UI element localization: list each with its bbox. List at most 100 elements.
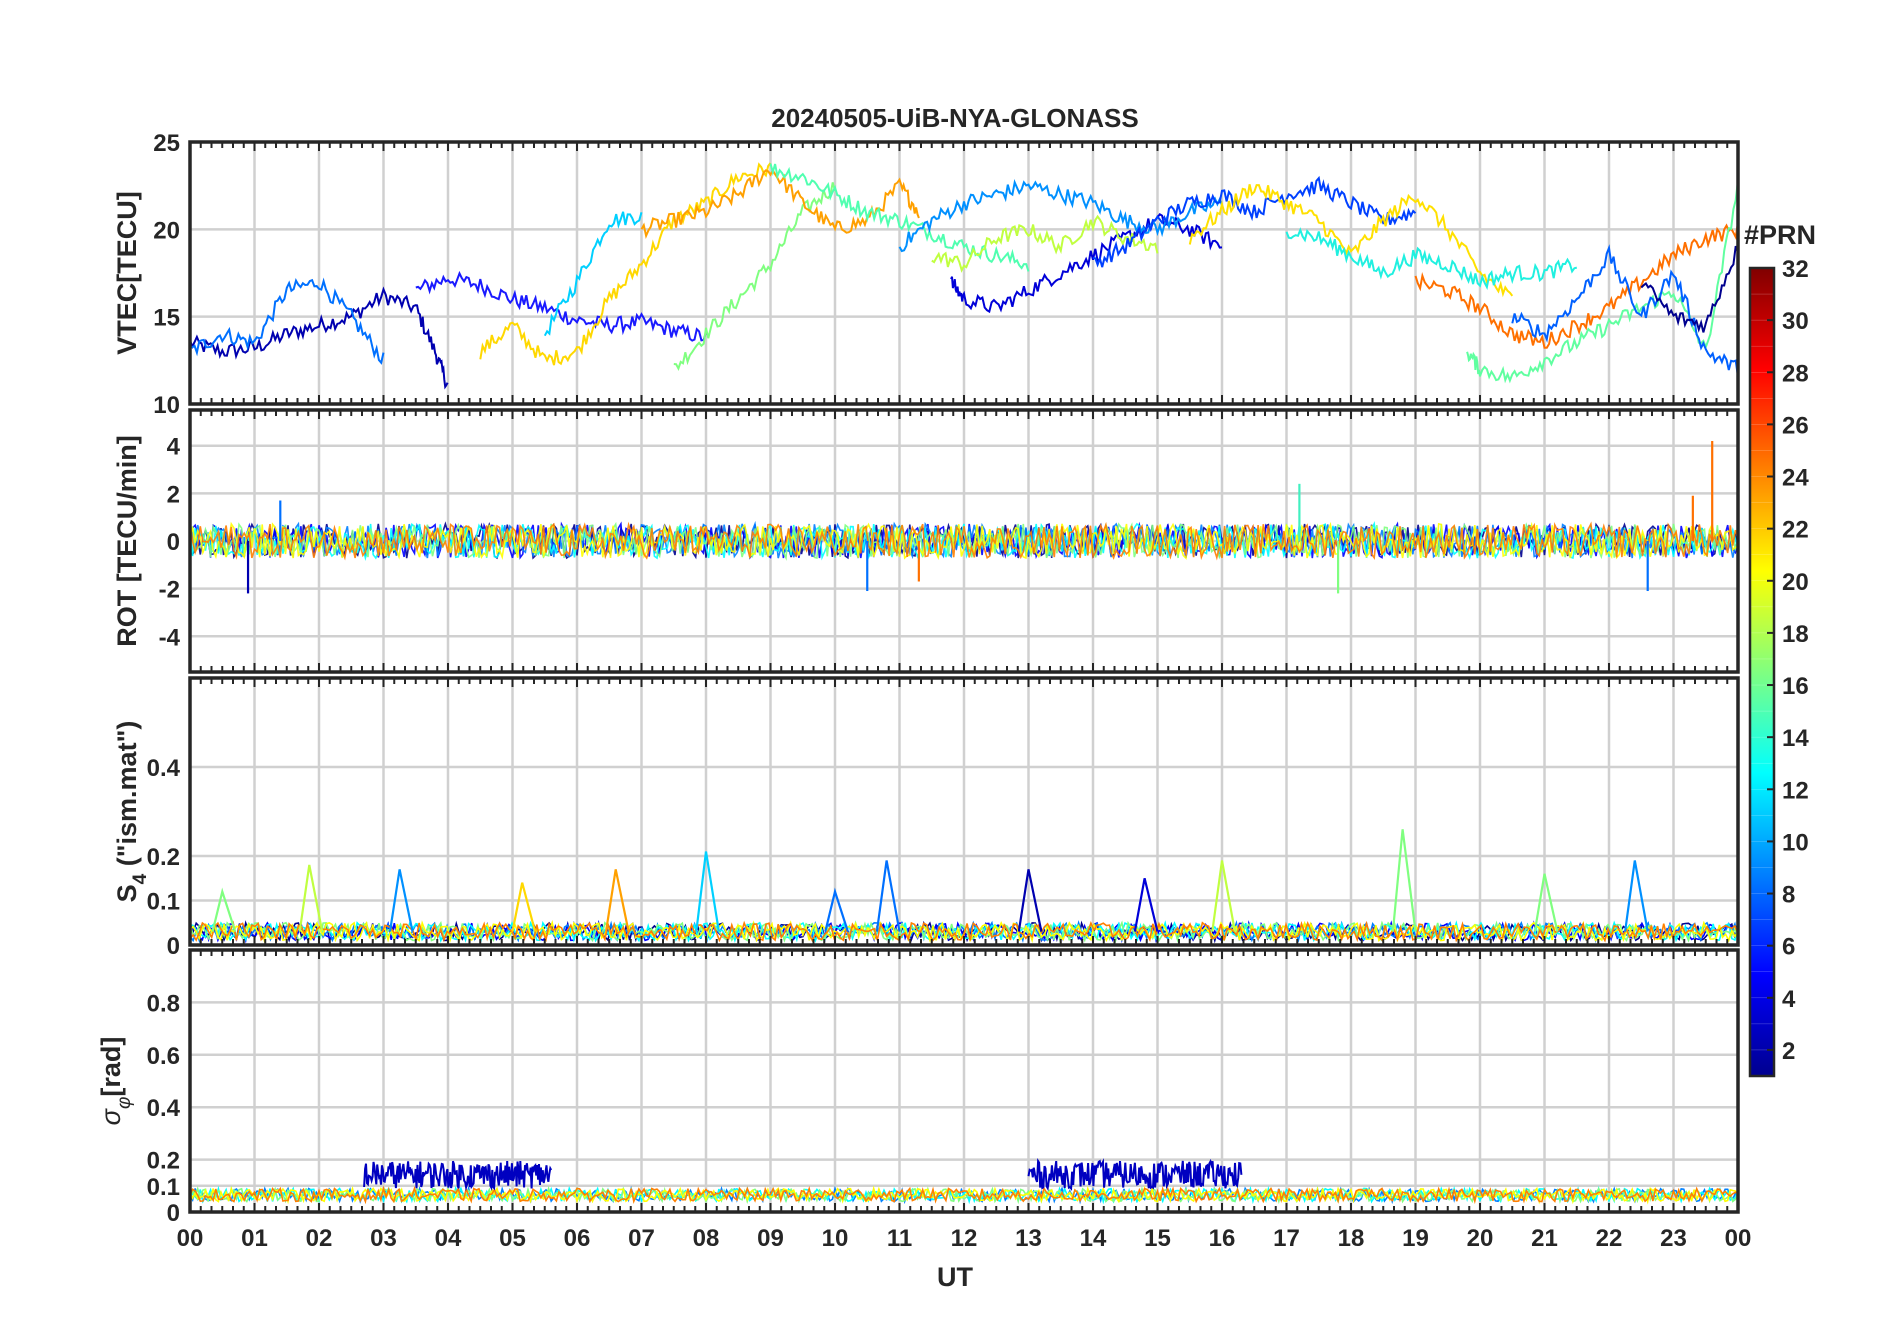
x-tick-label: 18	[1338, 1225, 1365, 1252]
s4-spike	[211, 887, 237, 932]
s4-spike	[604, 869, 630, 932]
colorbar-tick-label: 32	[1782, 256, 1809, 283]
colorbar-label: #PRN	[1744, 220, 1816, 250]
colorbar-tick-label: 16	[1782, 673, 1809, 700]
s4-spike	[511, 882, 537, 932]
x-tick-label: 09	[757, 1225, 784, 1252]
x-tick-label: 02	[306, 1225, 333, 1252]
y-tick-label: 15	[153, 305, 180, 332]
s4-spike	[1133, 878, 1159, 932]
plot-frame	[188, 140, 1740, 406]
colorbar-tick-label: 24	[1782, 465, 1809, 492]
series-prn-12	[543, 211, 643, 337]
y-axis-label: ROT [TECU/min]	[112, 435, 142, 646]
y-tick-label: 0.1	[147, 889, 180, 916]
data-layer	[190, 162, 1738, 390]
s4-spike	[388, 869, 414, 932]
s4-spike	[695, 851, 720, 932]
y-axis-label: VTEC[TECU]	[112, 191, 142, 355]
x-tick-label: 17	[1273, 1225, 1300, 1252]
data-layer	[190, 440, 1738, 594]
x-axis-label: UT	[937, 1262, 973, 1292]
series-prn-7	[1511, 244, 1738, 378]
series-prn-2	[190, 286, 449, 390]
colorbar-tick-label: 22	[1782, 517, 1809, 544]
y-axis-label: σφ[rad]	[96, 1037, 135, 1126]
y-tick-label: 4	[167, 434, 181, 461]
colorbar-tick-label: 12	[1782, 777, 1809, 804]
y-tick-label: 0.2	[147, 1148, 180, 1175]
x-tick-label: 00	[1725, 1225, 1752, 1252]
colorbar-tick-label: 14	[1782, 725, 1809, 752]
series-prn-22	[640, 168, 920, 240]
s4-spike	[875, 860, 901, 932]
s4-spike	[1211, 860, 1236, 932]
colorbar-tick-label: 2	[1782, 1038, 1795, 1065]
x-tick-label: 08	[693, 1225, 720, 1252]
x-tick-label: 01	[241, 1225, 268, 1252]
sigma-burst-series	[1027, 1158, 1243, 1192]
figure-title: 20240505-UiB-NYA-GLONASS	[771, 103, 1139, 133]
plot-frame	[188, 948, 1740, 1214]
s4-baseline-series	[190, 920, 1738, 944]
colorbar-frame	[1748, 266, 1776, 1078]
plot-frame	[188, 676, 1740, 947]
y-tick-label: 0.2	[147, 844, 180, 871]
y-tick-label: 0.8	[147, 990, 180, 1017]
series-prn-20	[479, 162, 772, 366]
y-tick-label: 0.6	[147, 1043, 180, 1070]
sigma-burst-series	[363, 1160, 553, 1192]
y-tick-label: 0.4	[147, 1095, 181, 1122]
y-tick-label: 25	[153, 130, 180, 157]
x-tick-label: 23	[1660, 1225, 1687, 1252]
colorbar-tick-label: 8	[1782, 882, 1795, 909]
x-tick-label: 14	[1080, 1225, 1107, 1252]
colorbar-tick-label: 4	[1782, 986, 1796, 1013]
panel-rot: -4 -2 0 2 4 ROT [TECU/min]	[112, 408, 1740, 674]
y-tick-label: 0.4	[147, 755, 181, 782]
colorbar-tick-label: 6	[1782, 934, 1795, 961]
sigma-baseline-series	[190, 1185, 1738, 1205]
colorbar-tick-label: 20	[1782, 569, 1809, 596]
y-tick-label: 0	[167, 529, 180, 556]
panel-vtec: 10 15 20 25 VTEC[TECU]	[112, 130, 1740, 419]
series-prn-24	[1414, 222, 1738, 349]
x-axis: 00 01 02 03 04 05 06 07 08 09 10 11 12 13 14 15 16 17 18 19…	[177, 1225, 1752, 1252]
s4-spike	[1624, 860, 1649, 932]
panel-sigma_phi: 00.10.2 0.4 0.6 0.8 σφ[rad]	[96, 948, 1740, 1227]
panel-s4: 0 0.1 0.2 0.4S4 ("ism.mat")	[112, 676, 1740, 960]
y-tick-label: 0	[167, 933, 180, 960]
y-tick-label: 0.1	[147, 1174, 180, 1201]
colorbar-tick-label: 18	[1782, 621, 1809, 648]
x-tick-label: 10	[822, 1225, 849, 1252]
colorbar-tick-label: 26	[1782, 412, 1809, 439]
s4-spike	[298, 864, 324, 932]
x-tick-label: 03	[370, 1225, 397, 1252]
series-prn-4	[415, 270, 707, 342]
s4-spike	[1017, 869, 1043, 932]
x-tick-label: 11	[887, 1225, 912, 1252]
series-prn-1	[1640, 245, 1738, 333]
y-tick-label: 20	[153, 217, 180, 244]
y-tick-label: 10	[153, 392, 180, 419]
colorbar-gradient	[1750, 268, 1774, 1076]
s4-spike	[824, 887, 849, 932]
x-tick-label: 21	[1531, 1225, 1558, 1252]
series-prn-18	[931, 214, 1159, 273]
series-prn-6	[1092, 175, 1417, 268]
series-prn-3	[950, 212, 1223, 314]
panels: 10 15 20 25 VTEC[TECU] -4 -2 0 2 4 ROT [TECU/min] 0…	[96, 130, 1740, 1227]
x-tick-label: 05	[499, 1225, 526, 1252]
colorbar-tick-label: 10	[1782, 829, 1809, 856]
x-tick-label: 22	[1596, 1225, 1623, 1252]
x-tick-label: 00	[177, 1225, 204, 1252]
s4-spike	[1533, 873, 1559, 932]
colorbar-tick-label: 28	[1782, 360, 1809, 387]
y-tick-label: 0	[167, 1200, 180, 1227]
x-tick-label: 04	[435, 1225, 462, 1252]
series-prn-13	[1285, 227, 1578, 290]
x-tick-label: 20	[1467, 1225, 1494, 1252]
colorbar-tick-label: 30	[1782, 308, 1809, 335]
rot-noise-series	[190, 521, 1738, 561]
